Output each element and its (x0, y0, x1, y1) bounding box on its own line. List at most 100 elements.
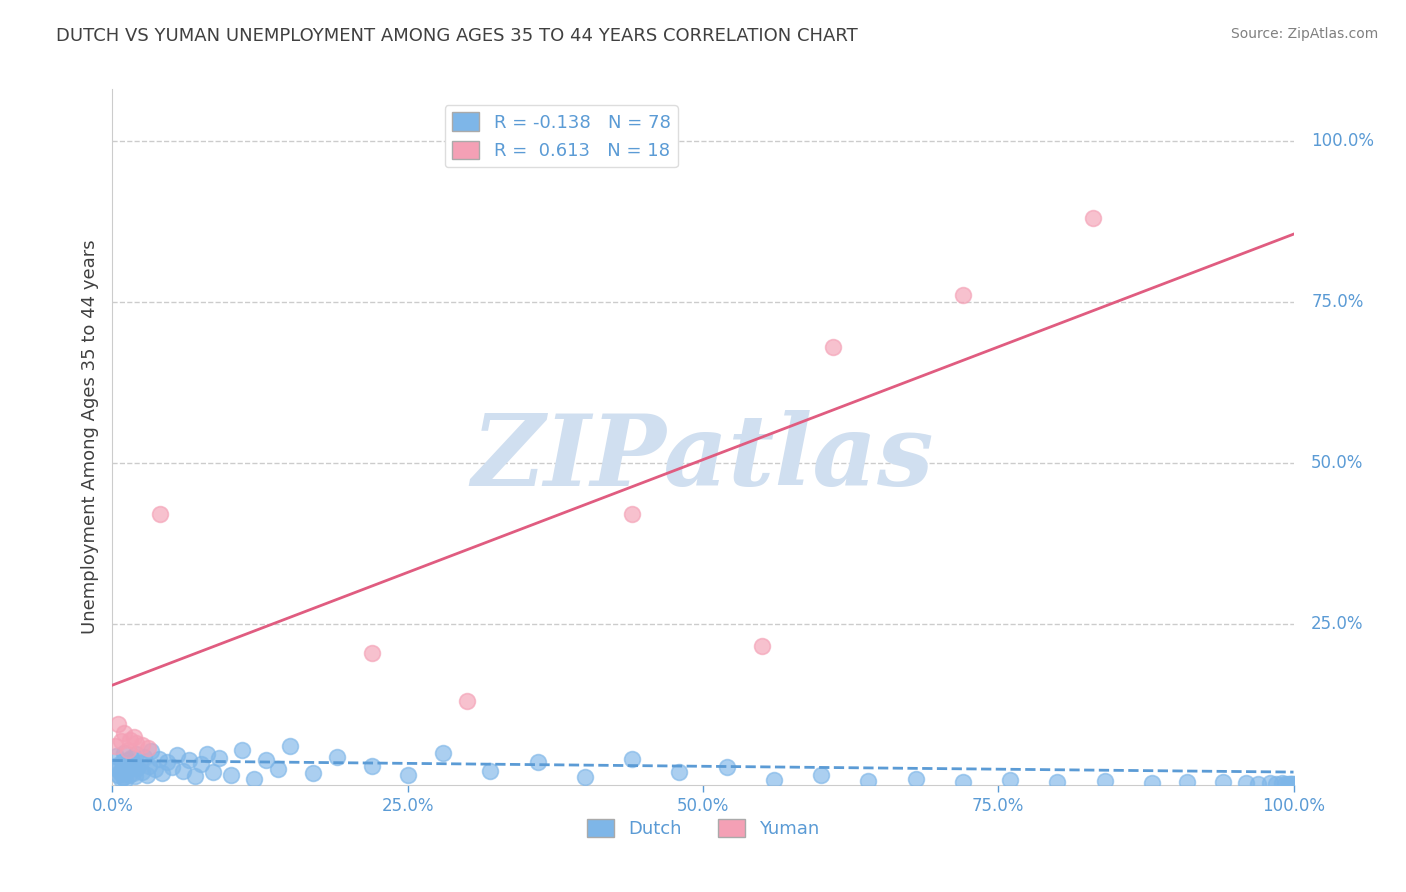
Point (149, 508, 172, 522)
Point (179, 754, 201, 768)
Text: Source: ZipAtlas.com: Source: ZipAtlas.com (1230, 27, 1378, 41)
Y-axis label: Unemployment Among Ages 35 to 44 years: Unemployment Among Ages 35 to 44 years (80, 240, 98, 634)
Point (1258, 776, 1281, 790)
Point (278, 739, 301, 754)
Point (254, 754, 277, 768)
Point (120, 751, 142, 765)
Point (952, 288, 974, 302)
Point (231, 742, 253, 756)
Point (121, 766, 143, 780)
Point (1277, 777, 1299, 791)
Point (172, 764, 194, 778)
Point (148, 752, 170, 766)
Point (118, 767, 141, 781)
Point (122, 757, 145, 772)
Point (111, 756, 134, 770)
Point (1140, 776, 1163, 790)
Point (124, 769, 146, 783)
Point (105, 762, 128, 776)
Text: ZIPatlas: ZIPatlas (472, 409, 934, 506)
Point (104, 739, 127, 754)
Point (1081, 211, 1104, 225)
Point (1274, 777, 1296, 791)
Point (112, 746, 135, 760)
Point (108, 765, 131, 780)
Text: 100.0%: 100.0% (1312, 132, 1374, 150)
Point (1264, 777, 1286, 791)
Text: DUTCH VS YUMAN UNEMPLOYMENT AMONG AGES 35 TO 44 YEARS CORRELATION CHART: DUTCH VS YUMAN UNEMPLOYMENT AMONG AGES 3… (56, 27, 858, 45)
Point (1247, 777, 1270, 791)
Point (1281, 777, 1303, 791)
Point (1046, 775, 1069, 789)
Point (952, 774, 974, 789)
Point (128, 756, 150, 770)
Point (131, 765, 153, 780)
Point (810, 767, 832, 781)
Point (110, 772, 132, 786)
Point (120, 732, 142, 747)
Point (1234, 776, 1257, 790)
Point (134, 749, 156, 764)
Text: 25.0%: 25.0% (1312, 615, 1364, 633)
Point (105, 749, 128, 764)
Point (195, 747, 218, 761)
Point (1175, 774, 1198, 789)
Point (1282, 777, 1305, 791)
Point (716, 760, 738, 774)
Point (136, 740, 159, 755)
Point (107, 716, 129, 731)
Point (1212, 775, 1234, 789)
Point (243, 772, 266, 786)
Point (526, 756, 548, 770)
Point (1279, 777, 1302, 791)
Point (361, 758, 384, 772)
Point (110, 734, 132, 748)
Point (904, 772, 927, 786)
Point (302, 766, 325, 780)
Point (621, 752, 644, 766)
Point (821, 340, 844, 354)
Point (208, 751, 231, 765)
Point (326, 749, 349, 764)
Point (125, 747, 148, 761)
Point (138, 758, 160, 772)
Point (396, 768, 419, 782)
Point (361, 646, 384, 660)
Point (621, 508, 644, 522)
Point (122, 730, 145, 744)
Point (107, 768, 129, 782)
Point (117, 754, 139, 768)
Point (479, 764, 502, 778)
Point (115, 764, 138, 778)
Point (150, 766, 173, 780)
Point (143, 763, 166, 777)
Point (998, 772, 1021, 787)
Point (201, 765, 224, 780)
Point (456, 694, 478, 708)
Point (751, 640, 773, 654)
Point (125, 736, 148, 750)
Point (114, 772, 136, 787)
Point (1094, 774, 1116, 789)
Point (1271, 776, 1294, 790)
Point (858, 774, 880, 789)
Point (1278, 777, 1301, 791)
Point (112, 726, 135, 740)
Text: 75.0%: 75.0% (1312, 293, 1364, 310)
Point (117, 742, 139, 756)
Point (668, 765, 690, 780)
Point (219, 767, 242, 781)
Point (184, 769, 207, 783)
Point (156, 755, 179, 769)
Point (166, 748, 188, 763)
Legend: Dutch, Yuman: Dutch, Yuman (579, 812, 827, 846)
Point (432, 746, 454, 760)
Point (574, 770, 596, 784)
Point (762, 772, 785, 787)
Point (135, 767, 157, 781)
Point (131, 738, 153, 752)
Point (104, 758, 127, 772)
Text: 50.0%: 50.0% (1312, 454, 1364, 472)
Point (127, 761, 149, 775)
Point (141, 744, 163, 758)
